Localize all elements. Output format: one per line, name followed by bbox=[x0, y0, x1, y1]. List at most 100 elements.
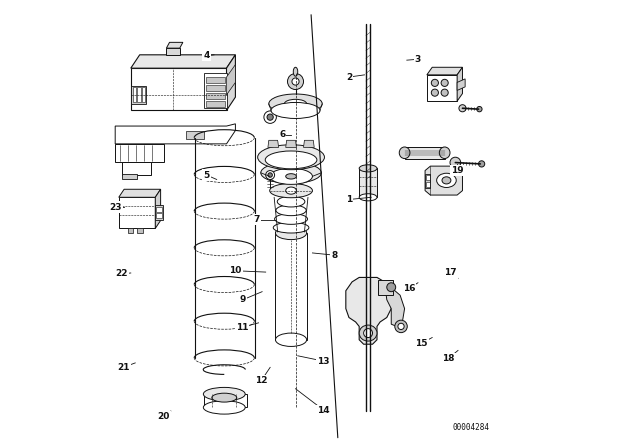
Ellipse shape bbox=[285, 187, 296, 194]
Ellipse shape bbox=[276, 205, 306, 215]
Polygon shape bbox=[427, 67, 463, 75]
Ellipse shape bbox=[212, 393, 237, 402]
Ellipse shape bbox=[269, 168, 312, 185]
Polygon shape bbox=[457, 67, 463, 101]
Text: 11: 11 bbox=[236, 323, 248, 332]
Polygon shape bbox=[204, 394, 246, 407]
Ellipse shape bbox=[267, 114, 273, 120]
Polygon shape bbox=[204, 73, 227, 108]
Ellipse shape bbox=[275, 226, 307, 240]
Ellipse shape bbox=[479, 161, 484, 167]
Polygon shape bbox=[227, 65, 236, 95]
Polygon shape bbox=[115, 124, 236, 144]
Polygon shape bbox=[122, 174, 138, 180]
Polygon shape bbox=[115, 144, 164, 162]
Ellipse shape bbox=[359, 194, 377, 201]
Bar bbox=[205, 77, 225, 83]
Ellipse shape bbox=[266, 171, 275, 180]
Ellipse shape bbox=[431, 79, 438, 86]
Polygon shape bbox=[425, 174, 431, 188]
Polygon shape bbox=[156, 205, 163, 220]
Text: 15: 15 bbox=[415, 339, 428, 348]
Ellipse shape bbox=[275, 214, 308, 224]
Bar bbox=[275, 233, 307, 340]
Text: 22: 22 bbox=[116, 269, 128, 278]
Text: 17: 17 bbox=[444, 268, 457, 277]
Polygon shape bbox=[119, 197, 156, 228]
Bar bbox=[138, 228, 143, 233]
Ellipse shape bbox=[387, 283, 396, 292]
Ellipse shape bbox=[275, 333, 307, 346]
Polygon shape bbox=[227, 55, 236, 111]
Polygon shape bbox=[427, 75, 457, 101]
Polygon shape bbox=[425, 166, 463, 195]
Polygon shape bbox=[378, 280, 394, 295]
Polygon shape bbox=[346, 277, 391, 344]
Polygon shape bbox=[122, 162, 151, 175]
Ellipse shape bbox=[442, 177, 451, 184]
Text: 18: 18 bbox=[442, 354, 454, 363]
Ellipse shape bbox=[269, 184, 312, 198]
Ellipse shape bbox=[359, 325, 377, 341]
Bar bbox=[426, 176, 430, 180]
Ellipse shape bbox=[439, 147, 450, 159]
Text: 5: 5 bbox=[204, 171, 209, 180]
Bar bbox=[133, 87, 136, 103]
Ellipse shape bbox=[477, 107, 482, 112]
Text: 9: 9 bbox=[240, 295, 246, 304]
Ellipse shape bbox=[268, 173, 273, 177]
Ellipse shape bbox=[284, 99, 307, 108]
Text: 13: 13 bbox=[317, 357, 330, 366]
Bar bbox=[205, 93, 225, 99]
Text: 8: 8 bbox=[331, 251, 337, 260]
Ellipse shape bbox=[293, 67, 298, 76]
Text: 10: 10 bbox=[229, 266, 241, 275]
Bar bbox=[156, 207, 163, 211]
Ellipse shape bbox=[265, 151, 317, 169]
Polygon shape bbox=[131, 55, 236, 68]
Text: 23: 23 bbox=[109, 202, 122, 211]
Polygon shape bbox=[119, 189, 161, 197]
Ellipse shape bbox=[204, 401, 245, 414]
Ellipse shape bbox=[258, 145, 324, 170]
Polygon shape bbox=[156, 189, 161, 228]
Text: 7: 7 bbox=[253, 215, 260, 224]
Bar bbox=[127, 228, 133, 233]
Polygon shape bbox=[268, 140, 278, 147]
Ellipse shape bbox=[292, 78, 299, 85]
Ellipse shape bbox=[431, 89, 438, 96]
Ellipse shape bbox=[459, 105, 466, 112]
Ellipse shape bbox=[264, 111, 276, 123]
Ellipse shape bbox=[359, 165, 377, 172]
Polygon shape bbox=[303, 140, 314, 147]
Ellipse shape bbox=[271, 103, 320, 118]
Text: 2: 2 bbox=[346, 73, 352, 82]
Ellipse shape bbox=[450, 157, 461, 168]
Bar bbox=[142, 87, 145, 103]
Ellipse shape bbox=[277, 196, 305, 207]
Ellipse shape bbox=[395, 320, 407, 332]
Ellipse shape bbox=[436, 173, 456, 188]
Bar bbox=[205, 101, 225, 107]
Ellipse shape bbox=[441, 89, 448, 96]
Polygon shape bbox=[385, 282, 404, 327]
Ellipse shape bbox=[273, 222, 309, 233]
Polygon shape bbox=[131, 86, 147, 104]
Ellipse shape bbox=[364, 329, 372, 337]
Ellipse shape bbox=[399, 147, 410, 159]
Text: 14: 14 bbox=[317, 405, 330, 414]
Polygon shape bbox=[131, 68, 227, 111]
Bar bbox=[138, 87, 141, 103]
Text: 16: 16 bbox=[403, 284, 415, 293]
Ellipse shape bbox=[398, 323, 404, 330]
Bar bbox=[359, 168, 377, 197]
Ellipse shape bbox=[285, 174, 296, 179]
Polygon shape bbox=[285, 140, 296, 147]
Text: 00004284: 00004284 bbox=[453, 423, 490, 432]
Text: 21: 21 bbox=[117, 363, 129, 372]
Text: 1: 1 bbox=[346, 195, 352, 204]
Polygon shape bbox=[186, 130, 204, 139]
Ellipse shape bbox=[204, 388, 245, 401]
Text: 4: 4 bbox=[204, 51, 210, 60]
Ellipse shape bbox=[269, 94, 322, 114]
